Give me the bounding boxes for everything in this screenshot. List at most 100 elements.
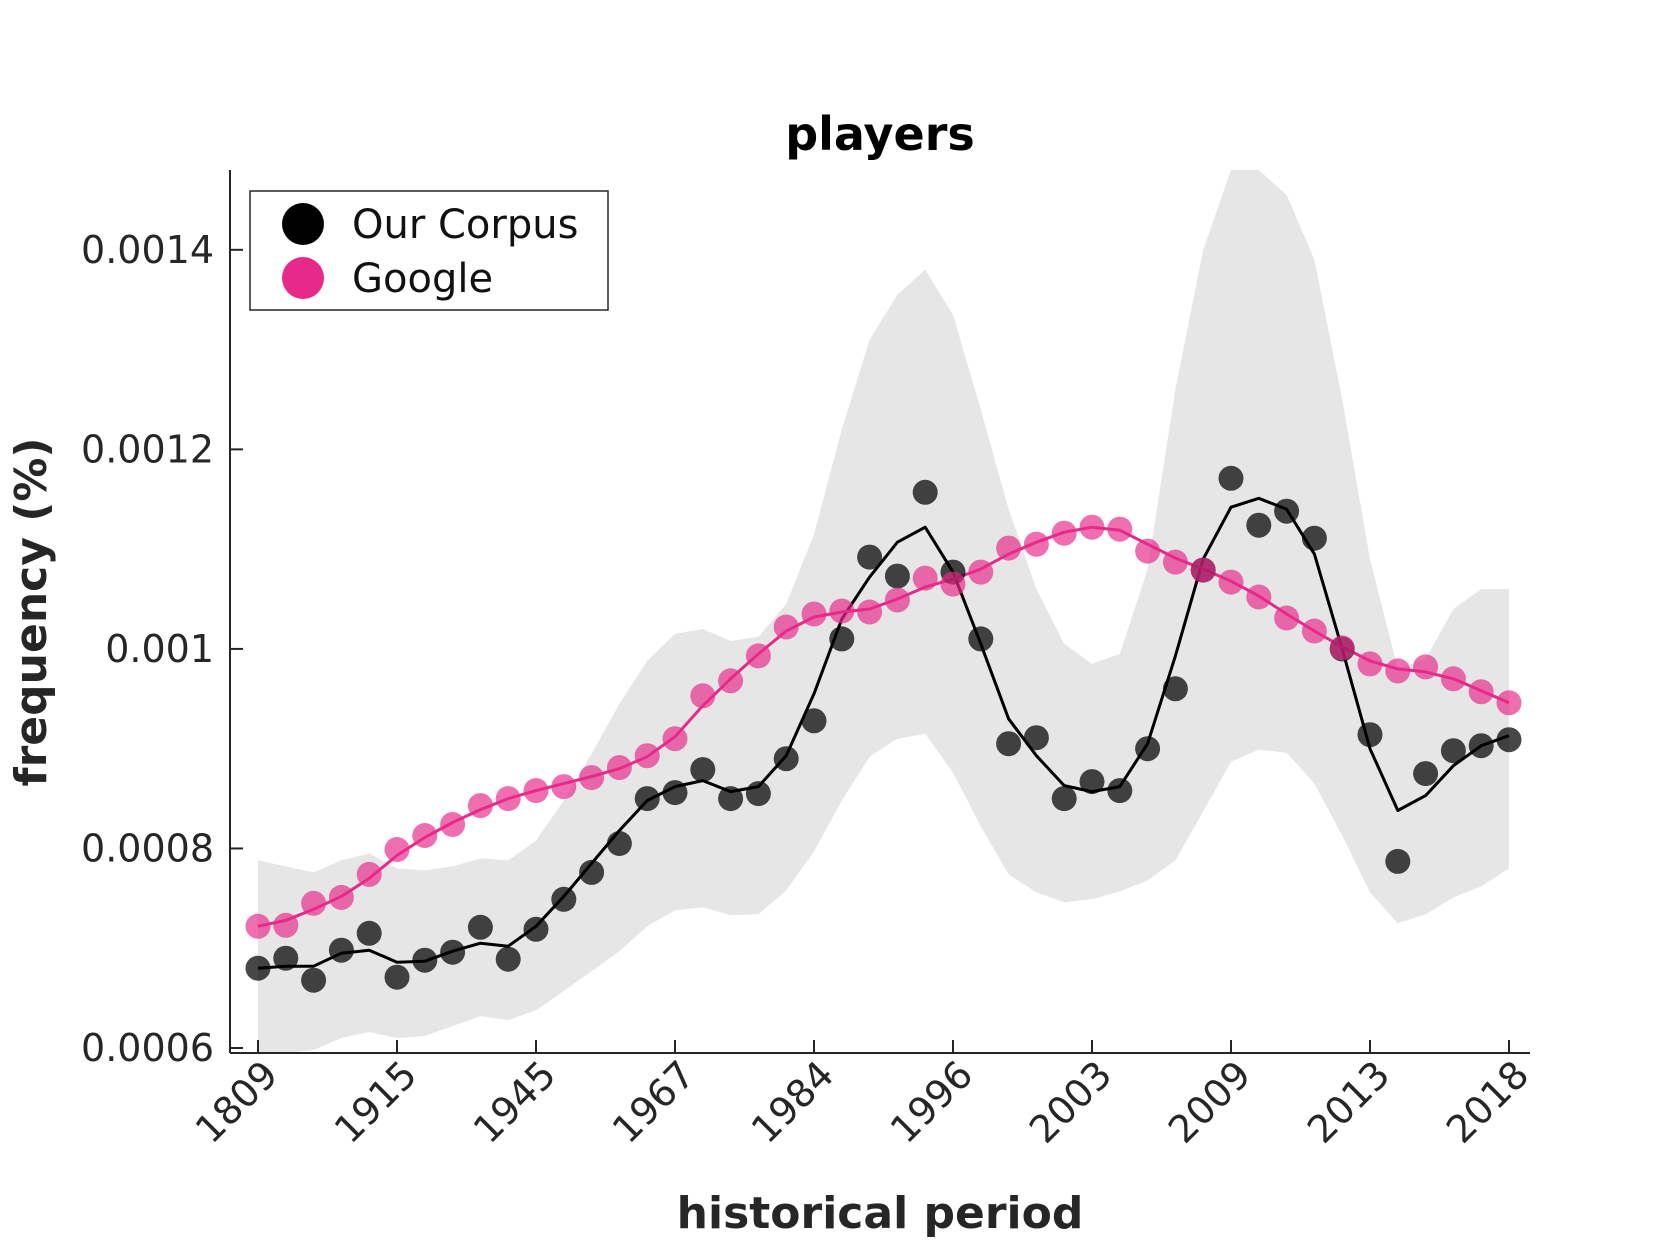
legend-marker-google — [282, 257, 324, 299]
x-tick-label: 2009 — [1160, 1052, 1260, 1152]
data-point-our-corpus — [245, 955, 271, 981]
data-point-our-corpus — [1496, 727, 1522, 753]
data-point-google — [1190, 557, 1216, 583]
data-point-google — [579, 765, 605, 791]
data-point-google — [996, 535, 1022, 561]
data-point-google — [606, 755, 632, 781]
data-point-google — [467, 793, 493, 819]
data-point-our-corpus — [857, 544, 883, 570]
y-tick-label: 0.0006 — [81, 1026, 214, 1070]
data-point-our-corpus — [1135, 736, 1161, 762]
data-point-google — [301, 890, 327, 916]
data-point-our-corpus — [412, 947, 438, 973]
data-point-google — [634, 743, 660, 769]
data-point-google — [440, 812, 466, 837]
data-point-google — [1413, 654, 1439, 680]
confidence-band-layer — [258, 170, 1509, 1053]
data-point-google — [1218, 569, 1244, 595]
data-point-our-corpus — [996, 731, 1022, 757]
data-point-our-corpus — [773, 746, 799, 772]
trend-lines-layer — [257, 496, 1510, 970]
series-line-our-corpus — [257, 496, 1510, 970]
data-point-our-corpus — [579, 859, 605, 885]
data-point-our-corpus — [384, 964, 410, 990]
data-point-google — [1107, 516, 1133, 542]
data-point-our-corpus — [718, 786, 744, 812]
data-point-google — [495, 786, 521, 812]
data-point-google — [273, 912, 299, 938]
data-point-our-corpus — [328, 937, 354, 963]
data-point-our-corpus — [1107, 778, 1133, 804]
data-point-our-corpus — [356, 920, 382, 946]
data-point-our-corpus — [1274, 498, 1300, 524]
data-point-google — [801, 601, 827, 627]
series-line-google — [257, 525, 1510, 928]
legend-label-our-corpus: Our Corpus — [352, 202, 578, 248]
data-point-our-corpus — [1218, 465, 1244, 491]
data-point-google — [1023, 531, 1049, 557]
data-point-our-corpus — [523, 916, 549, 942]
confidence-band — [258, 170, 1509, 1053]
data-point-our-corpus — [884, 563, 910, 589]
data-point-our-corpus — [1023, 725, 1049, 751]
data-point-our-corpus — [1413, 761, 1439, 787]
data-point-our-corpus — [440, 939, 466, 965]
data-point-our-corpus — [467, 914, 493, 940]
data-point-our-corpus — [1357, 722, 1383, 748]
data-point-our-corpus — [551, 886, 577, 912]
legend: Our Corpus Google — [249, 190, 609, 311]
data-point-google — [1301, 618, 1327, 644]
data-point-our-corpus — [1246, 512, 1272, 538]
data-point-our-corpus — [606, 831, 632, 856]
data-point-google — [1274, 605, 1300, 631]
data-points-layer — [245, 465, 1522, 993]
x-axis-label: historical period — [677, 1188, 1084, 1239]
data-point-our-corpus — [912, 479, 938, 505]
data-point-our-corpus — [1385, 848, 1411, 874]
x-tick-label: 2003 — [1021, 1052, 1121, 1152]
x-tick-label: 1945 — [465, 1052, 565, 1152]
series-points-google — [245, 514, 1522, 939]
y-axis-label: frequency (%) — [6, 437, 57, 786]
data-point-google — [745, 643, 771, 669]
data-point-google — [968, 559, 994, 585]
data-point-our-corpus — [1440, 738, 1466, 764]
data-point-google — [551, 774, 577, 800]
data-point-our-corpus — [801, 708, 827, 734]
x-tick-label: 1967 — [604, 1052, 704, 1152]
data-point-google — [829, 598, 855, 624]
y-tick-label: 0.0012 — [81, 427, 214, 471]
data-point-google — [1496, 690, 1522, 716]
data-point-google — [245, 913, 271, 939]
data-point-google — [384, 837, 410, 862]
data-point-our-corpus — [301, 967, 327, 993]
y-tick-label: 0.0008 — [81, 826, 214, 870]
data-point-google — [857, 599, 883, 625]
x-tick-label: 1915 — [326, 1052, 426, 1152]
data-point-google — [940, 571, 966, 597]
data-point-google — [1079, 514, 1105, 540]
data-point-google — [718, 668, 744, 694]
data-point-our-corpus — [273, 945, 299, 971]
data-point-our-corpus — [495, 946, 521, 972]
data-point-our-corpus — [829, 626, 855, 652]
data-point-our-corpus — [1079, 769, 1105, 795]
legend-label-google: Google — [352, 256, 493, 302]
data-point-google — [912, 565, 938, 591]
y-tick-label: 0.0014 — [81, 228, 214, 272]
data-point-google — [412, 823, 438, 848]
x-tick-label: 2018 — [1438, 1052, 1538, 1152]
data-point-google — [356, 861, 382, 887]
data-point-our-corpus — [968, 626, 994, 652]
data-point-our-corpus — [690, 757, 716, 783]
data-point-our-corpus — [745, 781, 771, 807]
data-point-google — [773, 614, 799, 640]
data-point-our-corpus — [1301, 525, 1327, 551]
axes — [229, 170, 1530, 1054]
data-point-our-corpus — [634, 786, 660, 812]
data-point-google — [690, 683, 716, 709]
data-point-google — [1135, 538, 1161, 564]
data-point-google — [1162, 549, 1188, 575]
chart-title: players — [785, 107, 975, 161]
data-point-google — [884, 587, 910, 613]
